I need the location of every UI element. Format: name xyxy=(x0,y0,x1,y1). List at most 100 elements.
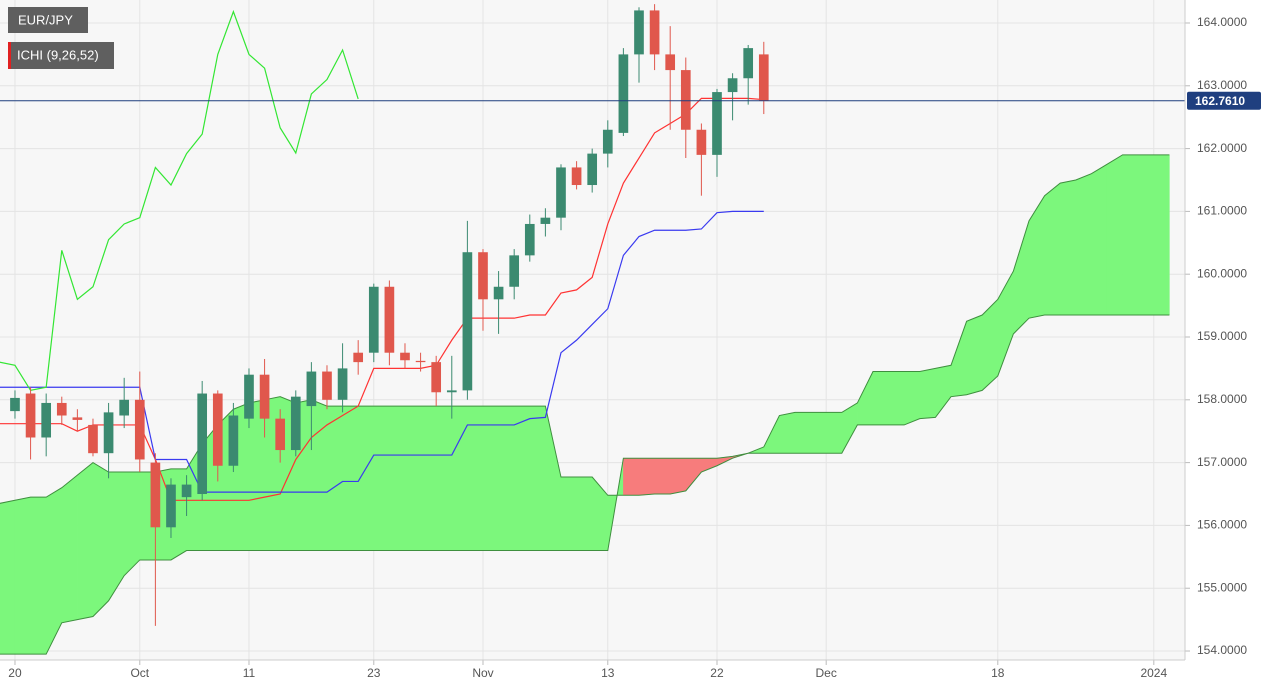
cloud-segment xyxy=(1075,173,1092,316)
x-tick-label: Dec xyxy=(816,666,837,680)
y-tick-label: 164.0000 xyxy=(1197,15,1247,29)
candle-body xyxy=(493,286,504,300)
candle-body xyxy=(306,371,317,407)
y-tick-label: 163.0000 xyxy=(1197,78,1247,92)
cloud-segment xyxy=(654,457,671,495)
cloud-segment xyxy=(420,405,437,551)
candle-body xyxy=(524,223,535,256)
candle-body xyxy=(727,78,738,93)
cloud-segment xyxy=(1059,179,1077,316)
cloud-segment xyxy=(77,462,94,620)
candle-body xyxy=(197,393,208,495)
candle-body xyxy=(72,417,83,420)
cloud-segment xyxy=(435,405,453,551)
candle-body xyxy=(25,393,36,438)
cloud-segment xyxy=(1091,163,1108,316)
cloud-segment xyxy=(467,405,484,551)
candle-body xyxy=(119,399,130,416)
indicator-label: ICHI (9,26,52) xyxy=(17,47,99,62)
candle-body xyxy=(602,129,613,154)
candle-body xyxy=(431,362,442,393)
cloud-segment xyxy=(1106,154,1123,316)
candle-body xyxy=(353,352,364,363)
cloud-segment xyxy=(123,471,141,577)
candle-body xyxy=(337,368,348,400)
cloud-segment xyxy=(373,405,390,551)
cloud-segment xyxy=(389,405,406,551)
cloud-segment xyxy=(623,457,640,496)
indicator-line xyxy=(0,9,359,392)
candle-body xyxy=(634,10,644,55)
cloud-segment xyxy=(779,412,796,454)
cloud-segment xyxy=(529,405,546,551)
candle-body xyxy=(571,167,582,186)
candle-body xyxy=(618,54,629,133)
candle-body xyxy=(134,399,145,460)
cloud-segment xyxy=(966,314,983,396)
y-tick-label: 156.0000 xyxy=(1197,518,1247,532)
cloud-segment xyxy=(248,399,265,551)
candle-body xyxy=(275,418,286,451)
y-tick-label: 158.0000 xyxy=(1197,392,1247,406)
cloud-segment xyxy=(1044,182,1061,316)
candle-body xyxy=(743,48,754,79)
x-tick-label: 22 xyxy=(710,666,724,680)
candle-body xyxy=(181,484,192,498)
candle-body xyxy=(212,393,223,466)
cloud-segment xyxy=(919,368,936,419)
candle-body xyxy=(400,352,410,361)
cloud-segment xyxy=(482,405,499,551)
span-b-line xyxy=(0,314,1170,655)
cloud-segment xyxy=(342,405,359,551)
candle-body xyxy=(462,252,473,391)
cloud-segment xyxy=(888,371,905,426)
cloud-segment xyxy=(576,476,593,551)
cloud-segment xyxy=(513,405,531,551)
cloud-segment xyxy=(810,412,827,454)
candle-body xyxy=(696,129,707,155)
candle-body xyxy=(41,402,52,438)
cloud-segment xyxy=(14,496,31,655)
cloud-segment xyxy=(0,499,16,655)
y-tick-label: 162.0000 xyxy=(1197,141,1247,155)
cloud-segment xyxy=(61,474,78,624)
candle-body xyxy=(758,54,769,101)
candle-body xyxy=(56,402,67,416)
x-tick-label: 18 xyxy=(991,666,1005,680)
candle-body xyxy=(166,484,176,528)
candle-body xyxy=(680,70,691,130)
candle-body xyxy=(228,415,239,466)
cloud-segment xyxy=(560,476,577,551)
y-tick-label: 157.0000 xyxy=(1197,455,1247,469)
indicator-badge xyxy=(8,42,114,69)
cloud-segment xyxy=(794,412,811,454)
candle-body xyxy=(384,286,395,353)
last-price-label: 162.7610 xyxy=(1195,94,1245,108)
candle-body xyxy=(150,462,161,528)
y-tick-label: 160.0000 xyxy=(1197,266,1247,280)
x-tick-label: Nov xyxy=(472,666,493,680)
cloud-segment xyxy=(451,405,468,551)
cloud-segment xyxy=(326,405,343,551)
candle-body xyxy=(649,10,660,55)
x-tick-label: 23 xyxy=(367,666,381,680)
candle-body xyxy=(509,255,520,287)
candle-body xyxy=(478,252,488,300)
candle-body xyxy=(322,371,332,400)
candle-body xyxy=(587,153,598,186)
y-tick-label: 155.0000 xyxy=(1197,580,1247,594)
cloud-segment xyxy=(1122,154,1139,316)
indicator-line xyxy=(0,210,764,493)
candle-body xyxy=(712,92,722,155)
symbol-badge xyxy=(8,7,88,33)
cloud-segment xyxy=(669,457,687,495)
x-tick-label: 13 xyxy=(601,666,615,680)
candle-body xyxy=(88,424,98,454)
candle-body xyxy=(540,217,551,224)
symbol-label: EUR/JPY xyxy=(18,12,73,27)
y-tick-label: 154.0000 xyxy=(1197,643,1247,657)
last-price-box xyxy=(1187,91,1261,110)
cloud-segment xyxy=(311,399,328,551)
cloud-segment xyxy=(638,457,655,496)
